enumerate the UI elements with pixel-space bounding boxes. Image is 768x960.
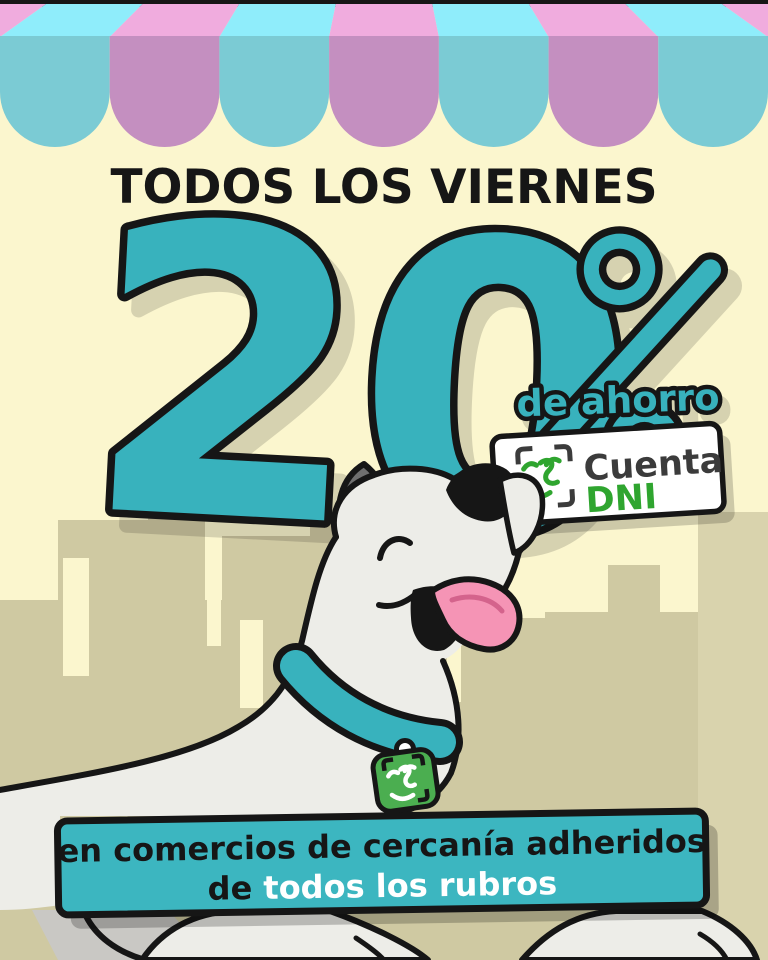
awning-scallop (329, 36, 439, 148)
building-window (240, 620, 263, 708)
eye-left-icon (521, 461, 539, 472)
brand-word-dni: DNI (584, 477, 658, 521)
paw-toe-line (353, 935, 387, 960)
awning-scallop (658, 36, 768, 148)
dog-back-outline (0, 534, 339, 793)
awning-stripe (625, 4, 768, 37)
awning-scallop (219, 36, 330, 148)
awning-stripe (528, 4, 659, 37)
discount-caption: de ahorro (516, 375, 720, 425)
nose-curve-icon (537, 457, 560, 486)
percent-slash (543, 259, 721, 453)
awning-stripe (109, 4, 240, 37)
awning-scallop (438, 36, 549, 147)
awning-scallop (0, 36, 110, 147)
tag-face-icon (381, 753, 430, 803)
nose-curve-icon (398, 764, 417, 789)
awning-stripe (721, 4, 768, 37)
awning-scallop (109, 36, 220, 147)
bracket-top-left-icon (381, 757, 394, 772)
bracket-top-right-icon (411, 753, 426, 766)
paw-toe-line (697, 931, 730, 960)
bracket-top-left-icon (515, 446, 533, 465)
building-window (207, 556, 221, 646)
awning-top-bar (0, 0, 768, 7)
eye-right-icon (543, 456, 562, 468)
awning (0, 0, 768, 148)
banner-card (53, 807, 711, 919)
discount-amount-shadow: 20 (90, 154, 650, 646)
dog-legs (32, 908, 760, 960)
awning-stripe (432, 4, 549, 37)
dog-ear-flap (497, 472, 546, 556)
discount-shadow: 20 de ahorro (82, 147, 743, 654)
bracket-bottom-right-icon (417, 788, 430, 803)
dog-collar (273, 643, 463, 765)
awning-stripe (329, 4, 439, 37)
eye-left-icon (386, 769, 401, 779)
bracket-bottom-right-icon (557, 489, 575, 508)
dog-elbow-line (83, 913, 145, 960)
smile-icon (389, 792, 416, 802)
bracket-top-right-icon (554, 444, 573, 462)
tongue-crease (449, 594, 505, 614)
awning-stripe (219, 4, 336, 37)
banner-line2: de todos los rubros (207, 864, 557, 907)
info-banner: en comercios de cercanía adheridos de to… (53, 807, 719, 929)
dog-leg-back (519, 908, 760, 960)
brand-word-cuenta: Cuenta (583, 441, 725, 489)
building-window (63, 558, 89, 676)
headline: TODOS LOS VIERNES (110, 160, 657, 215)
percent-sign: % (535, 226, 729, 486)
banner-line2-prefix: de (207, 869, 263, 908)
dog-tag (370, 747, 441, 814)
percent-circle-top (583, 233, 656, 305)
awning-stripe (0, 4, 143, 37)
dog-eye (377, 536, 413, 561)
dog-illustration (0, 461, 760, 960)
awning-scallop (548, 36, 659, 148)
banner-line2-highlight: todos los rubros (263, 864, 557, 907)
